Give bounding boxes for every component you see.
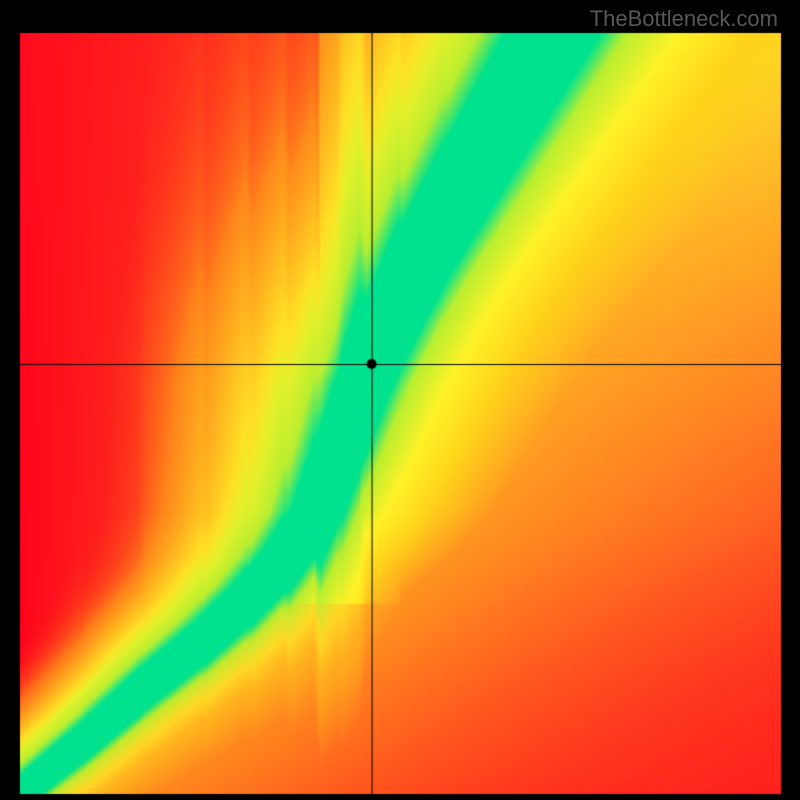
heatmap-canvas <box>0 0 800 800</box>
watermark-text: TheBottleneck.com <box>590 6 778 32</box>
chart-container: TheBottleneck.com <box>0 0 800 800</box>
